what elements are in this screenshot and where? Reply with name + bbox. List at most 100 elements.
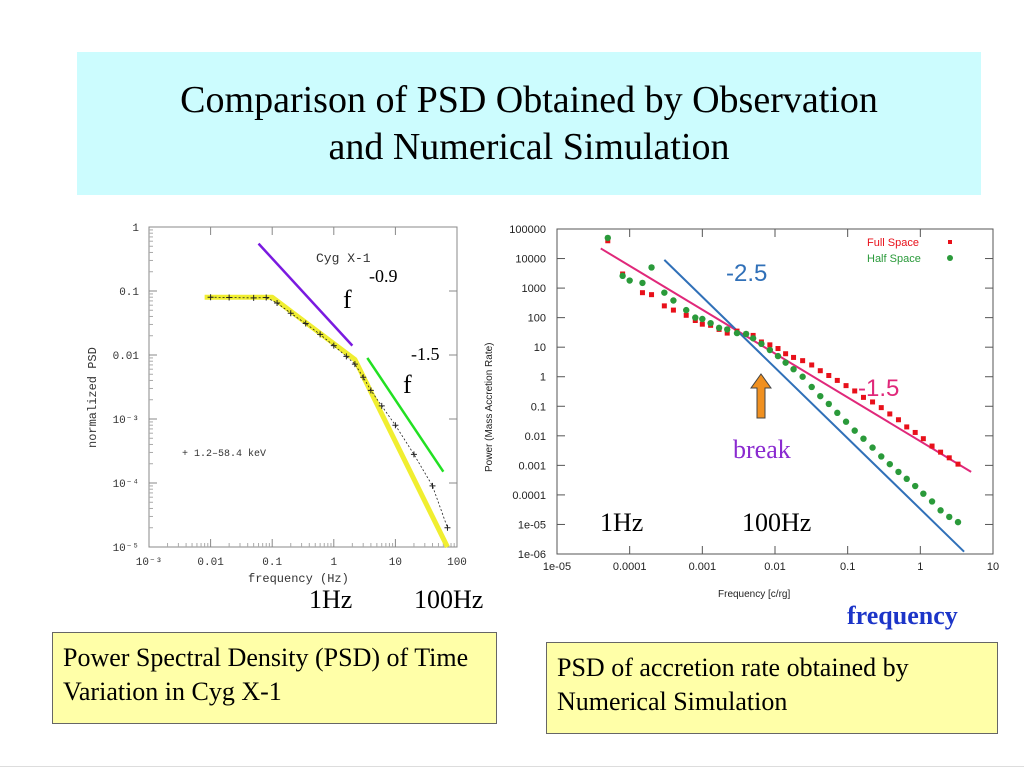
footer-divider: [0, 766, 1024, 767]
half-space-point: [928, 498, 936, 505]
obs-data-point: [360, 374, 367, 381]
full-space-point: [834, 377, 840, 383]
left-chart: Cyg X-1 + 1.2–58.4 keV frequency (Hz) no…: [86, 223, 467, 586]
slope-15-line: [366, 357, 445, 473]
full-space-point: [887, 411, 893, 417]
left-chart-title: Cyg X-1: [316, 251, 371, 266]
right-y-tick-label: 100: [528, 313, 546, 325]
f-exponent-15-power: -1.5: [411, 344, 440, 364]
obs-data-point: [351, 361, 358, 368]
right-100hz-label: 100Hz: [742, 508, 811, 537]
full-space-point: [775, 346, 781, 352]
half-space-point: [817, 392, 824, 400]
left-y-tick-label: 10⁻³: [113, 415, 139, 427]
half-space-point: [878, 453, 885, 460]
half-space-point: [639, 279, 646, 287]
obs-data-point: [317, 331, 324, 338]
caption-right: PSD of accretion rate obtained by Numeri…: [546, 642, 998, 734]
right-x-tick-label: 0.01: [764, 561, 785, 573]
obs-data-point: [410, 451, 417, 458]
full-space-point: [639, 290, 645, 296]
right-y-tick-label: 1e-05: [518, 519, 546, 531]
half-space-point: [707, 319, 714, 327]
half-space-point: [886, 460, 893, 468]
half-space-point: [895, 468, 902, 476]
half-space-point: [825, 400, 832, 408]
caption-left-text: Power Spectral Density (PSD) of Time Var…: [63, 643, 469, 706]
obs-data-point: [429, 482, 436, 489]
left-x-tick-label: 100: [447, 557, 467, 569]
half-space-point: [749, 335, 757, 342]
frequency-label: frequency: [847, 601, 958, 630]
slide-title: Comparison of PSD Obtained by Observatio…: [180, 78, 878, 168]
half-space-point: [946, 513, 953, 521]
right-x-tick-label: 1: [917, 561, 923, 573]
left-series: [204, 242, 451, 549]
full-space-point: [699, 321, 705, 327]
right-series: [600, 234, 972, 553]
obs-data-point: [302, 320, 309, 327]
slope-25-label: -2.5: [726, 260, 767, 287]
right-y-tick-label: 1000: [522, 283, 546, 295]
half-space-point: [670, 297, 677, 304]
full-space-point: [649, 292, 655, 298]
half-space-point: [692, 314, 699, 321]
caption-right-text: PSD of accretion rate obtained by Numeri…: [557, 653, 909, 716]
legend-half-space-label: Half Space: [867, 253, 921, 265]
full-space-point: [878, 405, 884, 411]
slide-title-box: Comparison of PSD Obtained by Observatio…: [77, 52, 981, 195]
right-y-tick-label: 0.01: [525, 431, 546, 443]
obs-data-trace: [210, 296, 448, 528]
legend-half-space-marker: [947, 255, 953, 261]
half-space-point: [715, 324, 723, 332]
left-y-tick-label: 10⁻⁵: [113, 543, 139, 555]
half-space-point: [774, 352, 782, 360]
right-y-tick-label: 1e-06: [518, 549, 546, 561]
right-x-tick-label: 10: [987, 561, 999, 573]
half-space-point: [782, 359, 789, 366]
obs-data-point: [444, 524, 451, 531]
half-space-point: [912, 482, 919, 490]
left-y-tick-label: 1: [132, 223, 139, 235]
right-y-tick-label: 100000: [509, 224, 546, 236]
full-space-point: [791, 354, 797, 360]
caption-left: Power Spectral Density (PSD) of Time Var…: [52, 632, 497, 724]
full-space-point: [955, 461, 961, 467]
right-x-axis-label: Frequency [c/rg]: [718, 589, 790, 600]
half-space-point: [860, 435, 867, 442]
fit-line-slope-25: [663, 259, 965, 553]
f-exponent-09-power: -0.9: [369, 266, 398, 286]
obs-data-point: [367, 387, 374, 394]
left-x-tick-label: 0.1: [262, 557, 282, 569]
half-space-point: [699, 315, 706, 323]
full-space-point: [826, 373, 832, 379]
obs-data-point: [378, 402, 385, 409]
left-x-tick-label: 10⁻³: [136, 557, 162, 569]
full-space-point: [724, 330, 730, 336]
half-space-point: [954, 518, 962, 526]
half-space-point: [661, 289, 668, 296]
obs-data-point: [274, 299, 281, 306]
half-space-point: [790, 365, 797, 373]
half-space-point: [842, 418, 850, 425]
full-space-point: [767, 342, 773, 348]
obs-data-point: [226, 294, 233, 301]
left-x-axis-label: frequency (Hz): [248, 572, 349, 586]
left-tick-marks: [148, 226, 458, 548]
right-y-tick-label: 0.001: [518, 460, 546, 472]
half-space-point: [851, 427, 858, 434]
obs-data-point: [330, 342, 337, 349]
half-space-point: [808, 383, 815, 391]
f-exponent-15-base: f: [403, 370, 412, 399]
full-space-point: [860, 394, 866, 400]
full-space-point: [683, 312, 689, 318]
half-space-point: [604, 234, 611, 242]
half-space-point: [920, 490, 927, 497]
half-space-point: [937, 507, 944, 514]
left-x-tick-label: 0.01: [197, 557, 224, 569]
half-space-point: [834, 409, 841, 417]
left-x-tick-label: 1: [330, 557, 337, 569]
full-space-point: [783, 351, 789, 357]
legend-full-space-label: Full Space: [867, 237, 919, 249]
f-exponent-09-base: f: [343, 285, 352, 314]
